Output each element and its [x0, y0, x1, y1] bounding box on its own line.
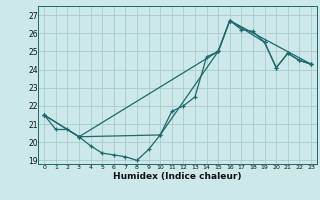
X-axis label: Humidex (Indice chaleur): Humidex (Indice chaleur)	[113, 172, 242, 181]
